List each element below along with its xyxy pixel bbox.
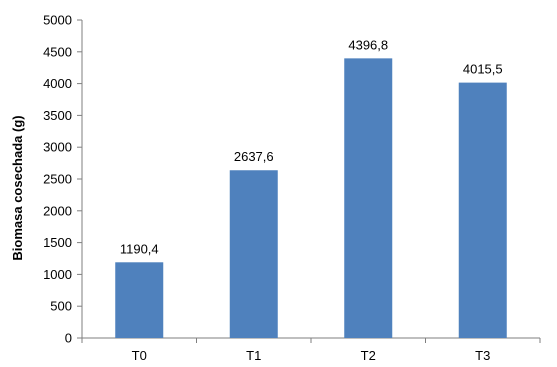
x-tick-label: T3 <box>475 348 490 363</box>
y-tick-label: 0 <box>65 331 72 346</box>
bar-t3 <box>458 82 507 338</box>
y-tick-label: 2500 <box>43 172 72 187</box>
data-label-t0: 1190,4 <box>120 241 159 256</box>
y-tick-label: 1000 <box>43 267 72 282</box>
y-tick-label: 500 <box>50 299 72 314</box>
y-tick-label: 3000 <box>43 140 72 155</box>
x-tick-label: T1 <box>246 348 261 363</box>
x-axis: T0 T1 T2 T3 <box>81 337 541 363</box>
y-tick-label: 2000 <box>43 203 72 218</box>
y-tick-label: 3500 <box>43 108 72 123</box>
y-axis: 0 500 1000 1500 2000 2500 3000 3500 4000 4500 5000 <box>43 13 83 346</box>
data-label-t1: 2637,6 <box>234 149 274 164</box>
y-tick-label: 4000 <box>43 76 72 91</box>
y-tick-label: 5000 <box>43 13 72 28</box>
bar-t1 <box>229 170 278 338</box>
data-label-t2: 4396,8 <box>348 37 388 52</box>
data-labels: 1190,4 2637,6 4396,8 4015,5 <box>120 37 503 256</box>
x-tick-label: T2 <box>361 348 376 363</box>
y-axis-title: Biomasa cosechada (g) <box>10 115 25 260</box>
y-tick-label: 1500 <box>43 235 72 250</box>
data-label-t3: 4015,5 <box>463 62 503 77</box>
x-tick-label: T0 <box>132 348 147 363</box>
bar-t2 <box>344 58 393 338</box>
bars <box>115 58 507 338</box>
y-tick-label: 4500 <box>43 44 72 59</box>
bar-t0 <box>115 262 164 338</box>
